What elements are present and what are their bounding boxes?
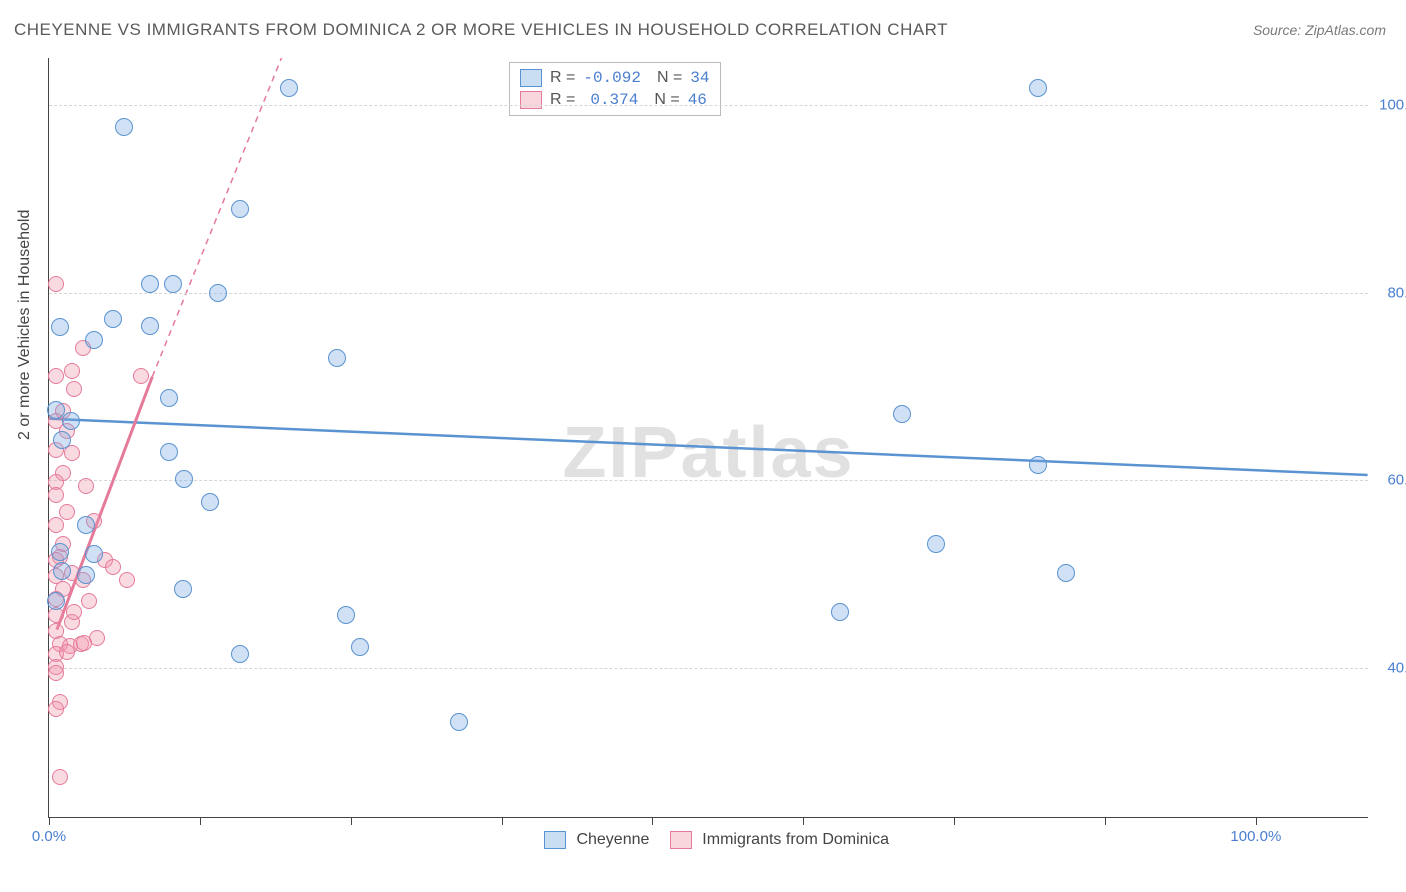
point-cheyenne: [85, 331, 103, 349]
point-dominica: [66, 381, 82, 397]
plot-area: ZIPatlas R = -0.092 N = 34 R = 0.374 N =…: [48, 58, 1368, 818]
source-label: Source: ZipAtlas.com: [1253, 22, 1386, 38]
y-tick-label: 40.0%: [1375, 659, 1406, 676]
gridline-h: [49, 293, 1368, 294]
x-tick-label: 100.0%: [1230, 828, 1281, 845]
x-tick: [803, 817, 804, 825]
point-cheyenne: [209, 284, 227, 302]
label-r: R =: [550, 91, 575, 109]
x-tick: [652, 817, 653, 825]
point-cheyenne: [77, 566, 95, 584]
point-dominica: [64, 363, 80, 379]
legend-series: Cheyenne Immigrants from Dominica: [49, 831, 1368, 849]
point-cheyenne: [53, 431, 71, 449]
point-cheyenne: [450, 713, 468, 731]
point-cheyenne: [927, 535, 945, 553]
point-dominica: [48, 701, 64, 717]
swatch-pink: [670, 831, 692, 849]
point-cheyenne: [115, 118, 133, 136]
point-cheyenne: [1057, 564, 1075, 582]
legend-item-cheyenne: Cheyenne: [576, 831, 649, 848]
point-cheyenne: [351, 638, 369, 656]
point-dominica: [48, 276, 64, 292]
point-cheyenne: [51, 543, 69, 561]
gridline-h: [49, 480, 1368, 481]
point-cheyenne: [53, 562, 71, 580]
label-n: N =: [654, 91, 679, 109]
point-dominica: [59, 504, 75, 520]
point-dominica: [81, 593, 97, 609]
point-dominica: [78, 478, 94, 494]
label-r: R =: [550, 69, 575, 87]
x-tick: [1256, 817, 1257, 825]
swatch-blue: [544, 831, 566, 849]
point-cheyenne: [231, 200, 249, 218]
gridline-h: [49, 105, 1368, 106]
y-tick-label: 80.0%: [1375, 284, 1406, 301]
point-dominica: [59, 644, 75, 660]
point-dominica: [76, 635, 92, 651]
point-cheyenne: [893, 405, 911, 423]
point-dominica: [66, 604, 82, 620]
regression-lines-layer: [49, 58, 1368, 817]
point-cheyenne: [280, 79, 298, 97]
n-value-pink: 46: [688, 91, 707, 109]
swatch-blue: [520, 69, 542, 87]
point-dominica: [119, 572, 135, 588]
legend-item-dominica: Immigrants from Dominica: [702, 831, 889, 848]
point-cheyenne: [1029, 79, 1047, 97]
point-cheyenne: [337, 606, 355, 624]
x-tick: [200, 817, 201, 825]
point-cheyenne: [141, 275, 159, 293]
r-value-blue: -0.092: [583, 69, 641, 87]
y-tick-label: 100.0%: [1375, 96, 1406, 113]
point-cheyenne: [104, 310, 122, 328]
r-value-pink: 0.374: [590, 91, 638, 109]
label-n: N =: [657, 69, 682, 87]
gridline-h: [49, 668, 1368, 669]
point-dominica: [105, 559, 121, 575]
point-cheyenne: [51, 318, 69, 336]
legend-stats-row: R = 0.374 N = 46: [520, 89, 710, 111]
point-cheyenne: [1029, 456, 1047, 474]
y-tick-label: 60.0%: [1375, 472, 1406, 489]
point-cheyenne: [160, 389, 178, 407]
chart-container: CHEYENNE VS IMMIGRANTS FROM DOMINICA 2 O…: [0, 0, 1406, 892]
point-cheyenne: [62, 412, 80, 430]
point-dominica: [48, 487, 64, 503]
point-cheyenne: [831, 603, 849, 621]
n-value-blue: 34: [690, 69, 709, 87]
x-tick: [954, 817, 955, 825]
point-cheyenne: [164, 275, 182, 293]
point-cheyenne: [160, 443, 178, 461]
x-tick: [502, 817, 503, 825]
point-dominica: [48, 665, 64, 681]
x-tick: [1105, 817, 1106, 825]
point-cheyenne: [328, 349, 346, 367]
point-dominica: [48, 368, 64, 384]
point-dominica: [133, 368, 149, 384]
watermark: ZIPatlas: [562, 412, 854, 494]
point-cheyenne: [47, 592, 65, 610]
point-cheyenne: [174, 580, 192, 598]
x-tick-label: 0.0%: [32, 828, 66, 845]
y-axis-label: 2 or more Vehicles in Household: [16, 210, 34, 440]
point-cheyenne: [77, 516, 95, 534]
legend-stats: R = -0.092 N = 34 R = 0.374 N = 46: [509, 62, 721, 116]
point-cheyenne: [201, 493, 219, 511]
point-dominica: [48, 517, 64, 533]
point-cheyenne: [85, 545, 103, 563]
point-cheyenne: [231, 645, 249, 663]
legend-stats-row: R = -0.092 N = 34: [520, 67, 710, 89]
point-cheyenne: [141, 317, 159, 335]
point-cheyenne: [175, 470, 193, 488]
x-tick: [351, 817, 352, 825]
point-dominica: [52, 769, 68, 785]
swatch-pink: [520, 91, 542, 109]
chart-title: CHEYENNE VS IMMIGRANTS FROM DOMINICA 2 O…: [14, 20, 948, 40]
x-tick: [49, 817, 50, 825]
